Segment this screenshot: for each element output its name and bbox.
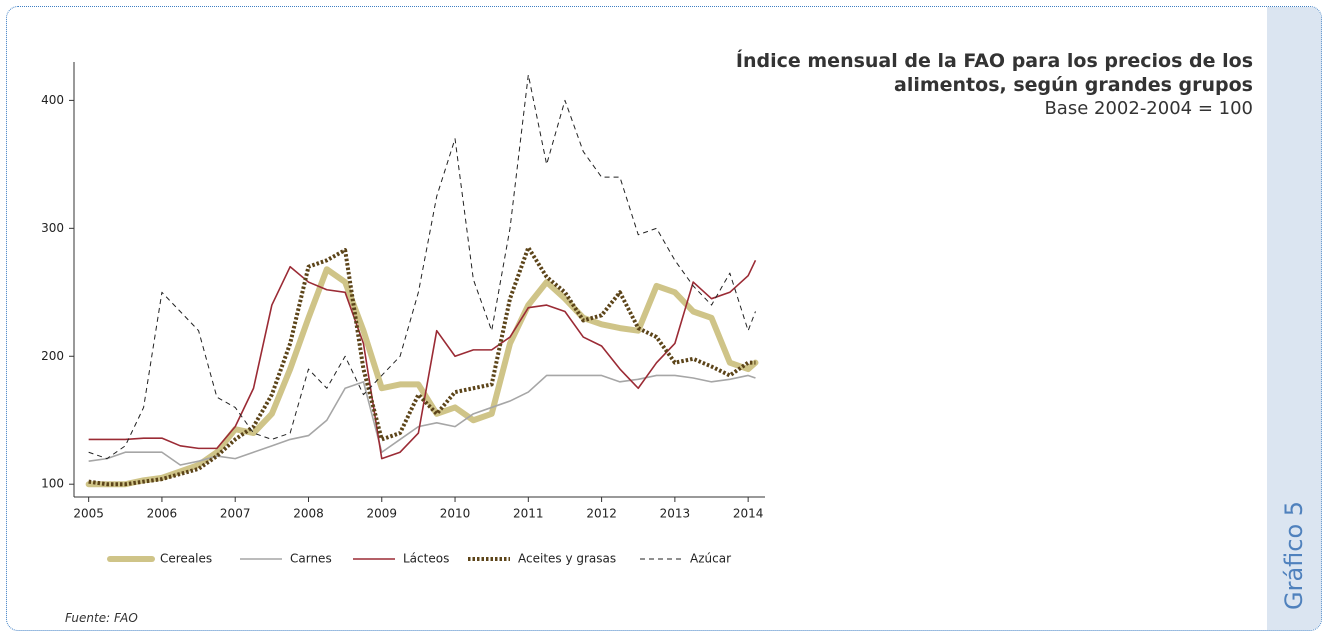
x-tick-label: 2007 [220, 507, 251, 521]
series-line [88, 245, 756, 487]
series-line [88, 374, 756, 466]
legend-label: Aceites y grasas [518, 552, 616, 566]
chart: 100 200 300 400 2005 2006 2007 2008 2009 2010 2011… [41, 62, 765, 566]
x-tick-label: 2010 [440, 507, 471, 521]
source: Fuente: FAO [65, 611, 138, 625]
series-line [88, 259, 757, 460]
figure-label: Gráfico 5 [1280, 500, 1308, 610]
x-tick-label: 2009 [366, 507, 397, 521]
x-tick-label: 2011 [513, 507, 544, 521]
frame: Gráfico 5 Índice mensual de la FAO para … [6, 6, 1322, 631]
x-tick-label: 2014 [733, 507, 764, 521]
x-tick-label: 2006 [147, 507, 178, 521]
x-tick-label: 2012 [586, 507, 617, 521]
y-tick-label: 300 [41, 221, 64, 235]
sidebar: Gráfico 5 [1267, 7, 1321, 630]
chart-title: Índice mensual de la FAO para los precio… [735, 50, 1253, 96]
legend-label: Carnes [290, 552, 332, 566]
legend-label: Lácteos [403, 552, 449, 566]
y-tick-label: 200 [41, 349, 64, 363]
legend-label: Cereales [160, 552, 212, 566]
y-tick-label: 100 [41, 477, 64, 491]
y-tick-label: 400 [41, 93, 64, 107]
x-tick-label: 2005 [73, 507, 104, 521]
chart-subtitle: Base 2002-2004 = 100 [1044, 98, 1253, 119]
legend-label: Azúcar [690, 552, 731, 566]
x-tick-label: 2013 [660, 507, 691, 521]
x-tick-label: 2008 [293, 507, 324, 521]
series-line [88, 74, 756, 460]
series-line [85, 266, 759, 488]
